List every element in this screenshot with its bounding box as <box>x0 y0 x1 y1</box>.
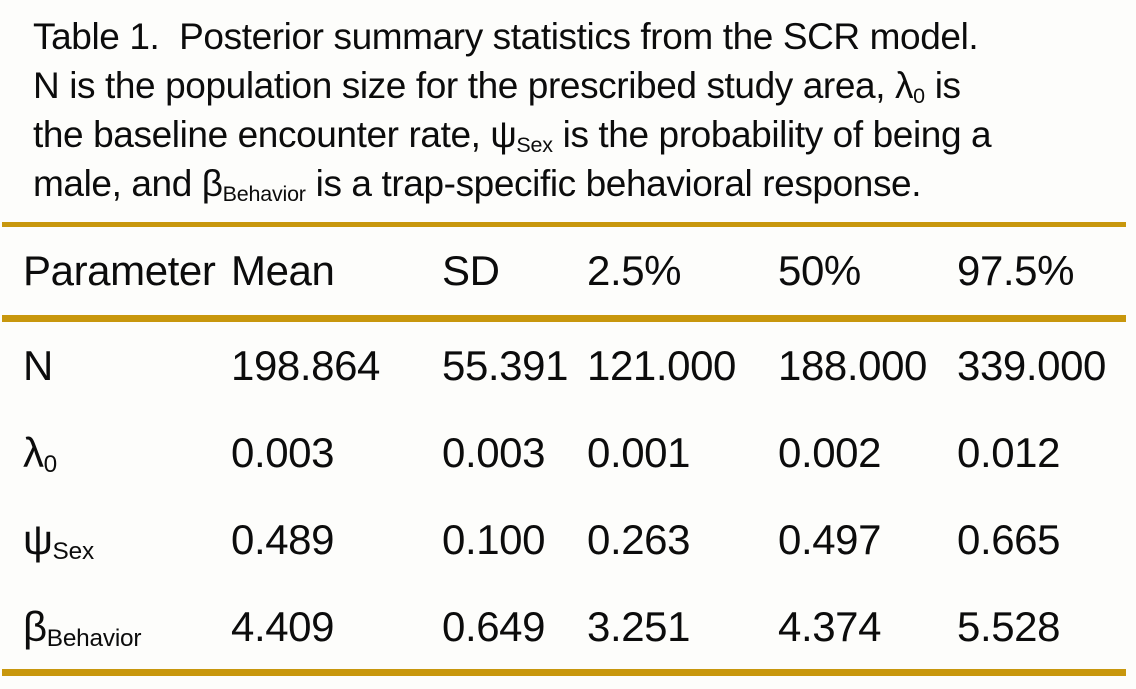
column-header-97-5: 97.5% <box>957 247 1075 294</box>
cell-value: 198.864 <box>231 341 381 389</box>
cell-value: 188.000 <box>778 341 928 389</box>
row-label-psi-sex: ψSex <box>23 515 231 566</box>
greek-symbol: ψ <box>490 114 517 155</box>
subscript-label: Behavior <box>46 625 142 653</box>
caption-line: male, and βBehavior is a trap-specific b… <box>33 159 1116 208</box>
greek-symbol: λ <box>894 65 914 106</box>
caption-text: N is the population size for the prescri… <box>33 65 895 106</box>
cell-value: 55.391 <box>442 341 569 389</box>
column-header-parameter: Parameter <box>23 247 216 294</box>
cell-value: 0.003 <box>442 428 546 476</box>
table-row-psi-sex: ψSex 0.489 0.100 0.263 0.497 0.665 <box>0 496 1136 583</box>
cell-value: 3.251 <box>587 602 691 650</box>
caption-text: the baseline encounter rate, <box>33 114 491 155</box>
bottom-divider-rule <box>2 669 1126 676</box>
caption-divider-rule <box>2 222 1126 227</box>
cell-value: 0.497 <box>778 515 882 563</box>
cell-value: 4.374 <box>778 602 882 650</box>
cell-value: 121.000 <box>587 341 737 389</box>
greek-symbol: λ <box>23 428 44 476</box>
subscript-label: 0 <box>913 84 925 109</box>
row-label-beta-behavior: βBehavior <box>23 602 231 653</box>
cell-value: 0.003 <box>231 428 335 476</box>
caption-text: male, and <box>33 163 202 204</box>
caption-line: N is the population size for the prescri… <box>33 61 1116 110</box>
caption-line: Table 1. Posterior summary statistics fr… <box>33 12 1116 61</box>
subscript-label: 0 <box>43 451 58 479</box>
column-header-2-5: 2.5% <box>587 247 682 294</box>
subscript-label: Sex <box>516 133 553 158</box>
caption-text: is <box>924 65 961 106</box>
row-label-n: N <box>23 342 231 390</box>
table-row-n: N 198.864 55.391 121.000 188.000 339.000 <box>0 322 1136 409</box>
greek-symbol: β <box>23 602 47 650</box>
caption-text: Table 1. Posterior summary statistics fr… <box>33 16 979 57</box>
table-row-beta-behavior: βBehavior 4.409 0.649 3.251 4.374 5.528 <box>0 583 1136 670</box>
table-body: N 198.864 55.391 121.000 188.000 339.000 λ0 0.0… <box>0 322 1136 670</box>
cell-value: 4.409 <box>231 602 335 650</box>
subscript-label: Behavior <box>222 182 306 207</box>
cell-value: 0.002 <box>778 428 882 476</box>
cell-value: 0.100 <box>442 515 546 563</box>
cell-value: 0.012 <box>957 428 1061 476</box>
cell-value: 339.000 <box>957 341 1107 389</box>
column-header-sd: SD <box>442 247 500 294</box>
cell-value: 0.263 <box>587 515 691 563</box>
cell-value: 0.665 <box>957 515 1061 563</box>
greek-symbol: β <box>201 163 223 204</box>
cell-value: 0.649 <box>442 602 546 650</box>
column-header-mean: Mean <box>231 247 335 294</box>
cell-value: 0.001 <box>587 428 691 476</box>
greek-symbol: ψ <box>23 515 53 563</box>
caption-text: is a trap-specific behavioral response. <box>305 163 922 204</box>
table-caption: Table 1. Posterior summary statistics fr… <box>33 12 1116 208</box>
column-header-50: 50% <box>778 247 861 294</box>
table-header-row: Parameter Mean SD 2.5% 50% 97.5% <box>0 227 1136 315</box>
header-divider-rule <box>2 315 1126 322</box>
caption-line: the baseline encounter rate, ψSex is the… <box>33 110 1116 159</box>
table-row-lambda-0: λ0 0.003 0.003 0.001 0.002 0.012 <box>0 409 1136 496</box>
row-label-lambda-0: λ0 <box>23 428 231 479</box>
greek-symbol: N <box>23 341 53 389</box>
cell-value: 5.528 <box>957 602 1061 650</box>
caption-text: is the probability of being a <box>552 114 992 155</box>
cell-value: 0.489 <box>231 515 335 563</box>
subscript-label: Sex <box>52 538 95 566</box>
